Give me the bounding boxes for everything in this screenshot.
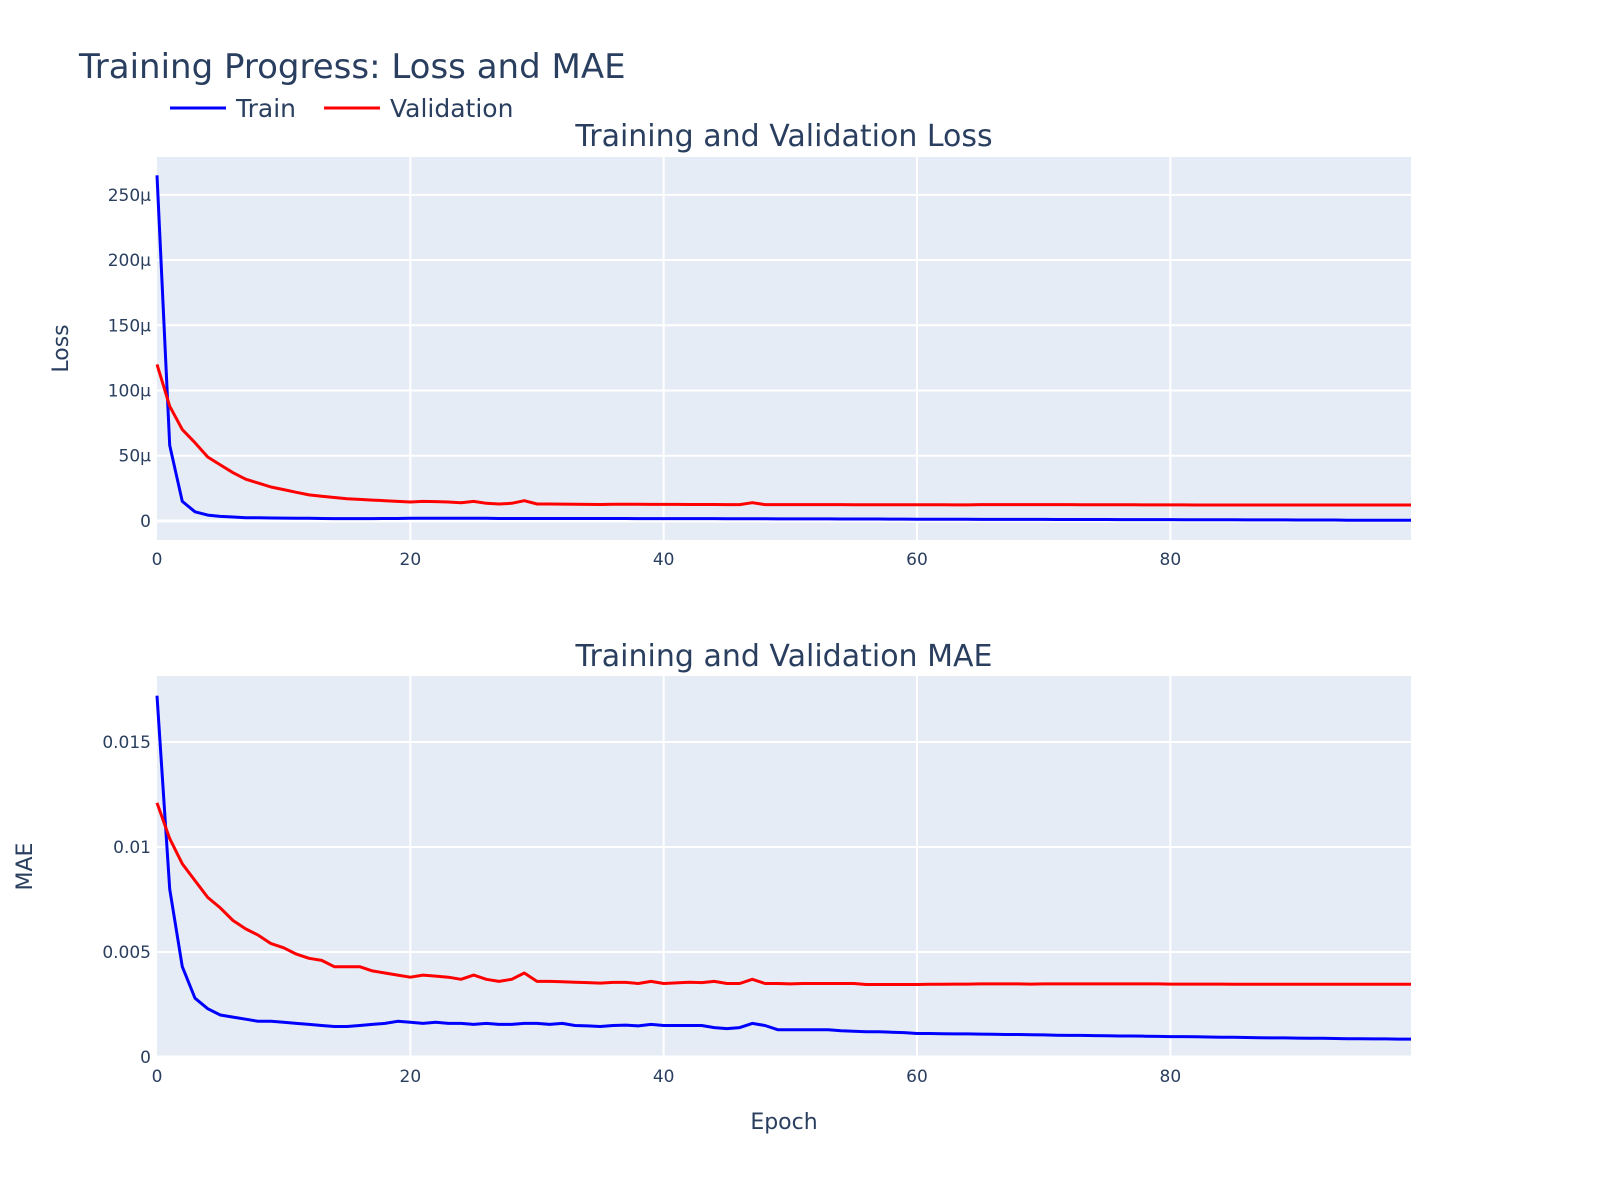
loss-subplot[interactable]: 0 20 40 60 80 0 50μ 100μ 150μ 200μ 250μ Training an…: [49, 119, 1411, 570]
legend-item-train[interactable]: Train: [170, 94, 296, 123]
y-tick-label: 50μ: [119, 447, 152, 467]
x-tick-label: 80: [1160, 1067, 1182, 1087]
x-tick-label: 20: [400, 550, 422, 570]
x-tick-label: 60: [906, 550, 928, 570]
subplot-title: Training and Validation MAE: [575, 639, 993, 674]
subplot-title: Training and Validation Loss: [574, 119, 992, 154]
x-tick-label: 20: [400, 1067, 422, 1087]
y-axis-label: Loss: [49, 324, 74, 372]
y-tick-label: 0: [140, 1048, 151, 1068]
legend-label-train: Train: [235, 94, 296, 123]
y-tick-label: 250μ: [108, 186, 151, 206]
y-axis-label: MAE: [13, 843, 38, 891]
x-tick-label: 40: [653, 550, 675, 570]
series-line-validation[interactable]: [155, 802, 1411, 986]
y-tick-label: 0.01: [113, 838, 151, 858]
x-tick-label: 40: [653, 1067, 675, 1087]
y-tick-label: 150μ: [108, 316, 151, 336]
legend[interactable]: Train Validation: [170, 94, 513, 123]
plot-area[interactable]: [157, 676, 1411, 1057]
series-line-train[interactable]: [155, 695, 1411, 1041]
legend-label-validation: Validation: [390, 94, 513, 123]
y-tick-label: 0.015: [102, 733, 151, 753]
x-axis-label: Epoch: [750, 1110, 817, 1135]
figure-title: Training Progress: Loss and MAE: [78, 47, 626, 87]
plot-area[interactable]: [157, 157, 1411, 540]
x-tick-label: 0: [152, 550, 163, 570]
x-tick-label: 80: [1160, 550, 1182, 570]
legend-item-validation[interactable]: Validation: [324, 94, 513, 123]
x-tick-label: 60: [906, 1067, 928, 1087]
x-tick-label: 0: [152, 1067, 163, 1087]
y-tick-label: 0: [140, 512, 151, 532]
y-tick-label: 100μ: [108, 382, 151, 402]
y-tick-label: 200μ: [108, 251, 151, 271]
mae-subplot[interactable]: 0 20 40 60 80 0 0.005 0.01 0.015 Training and Val…: [13, 639, 1411, 1135]
series-line-validation[interactable]: [155, 363, 1411, 507]
y-tick-label: 0.005: [102, 943, 151, 963]
series-line-train[interactable]: [155, 175, 1411, 522]
